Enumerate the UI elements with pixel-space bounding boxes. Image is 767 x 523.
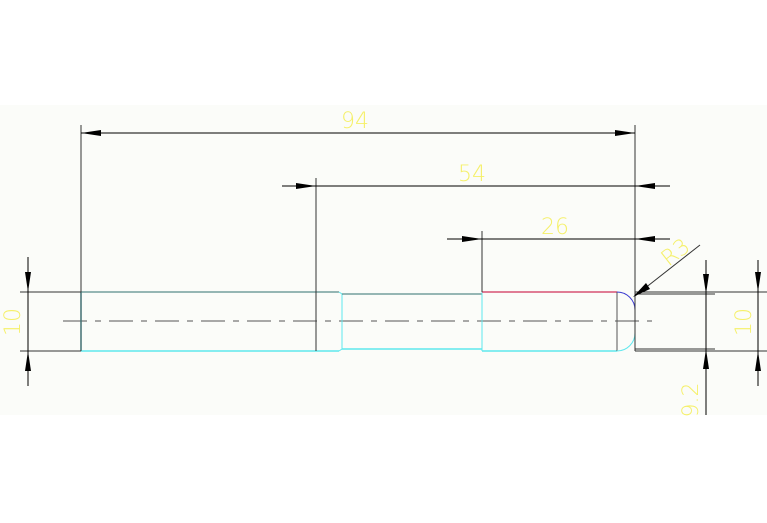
dimension-right-10: 10 [732,260,761,386]
dimension-54: 54 [282,162,670,189]
dimension-26: 26 [447,215,670,242]
dimension-94: 94 [81,109,635,136]
dimension-left-10: 10 [1,257,31,386]
svg-text:26: 26 [541,215,569,240]
drawing-area [0,105,767,415]
svg-text:9.2: 9.2 [679,383,704,418]
svg-text:54: 54 [458,162,486,187]
extension-lines [20,125,767,352]
svg-text:94: 94 [341,109,369,134]
svg-text:10: 10 [1,308,26,336]
svg-text:10: 10 [732,308,757,336]
dimension-9-2: 9.2 [679,260,709,418]
